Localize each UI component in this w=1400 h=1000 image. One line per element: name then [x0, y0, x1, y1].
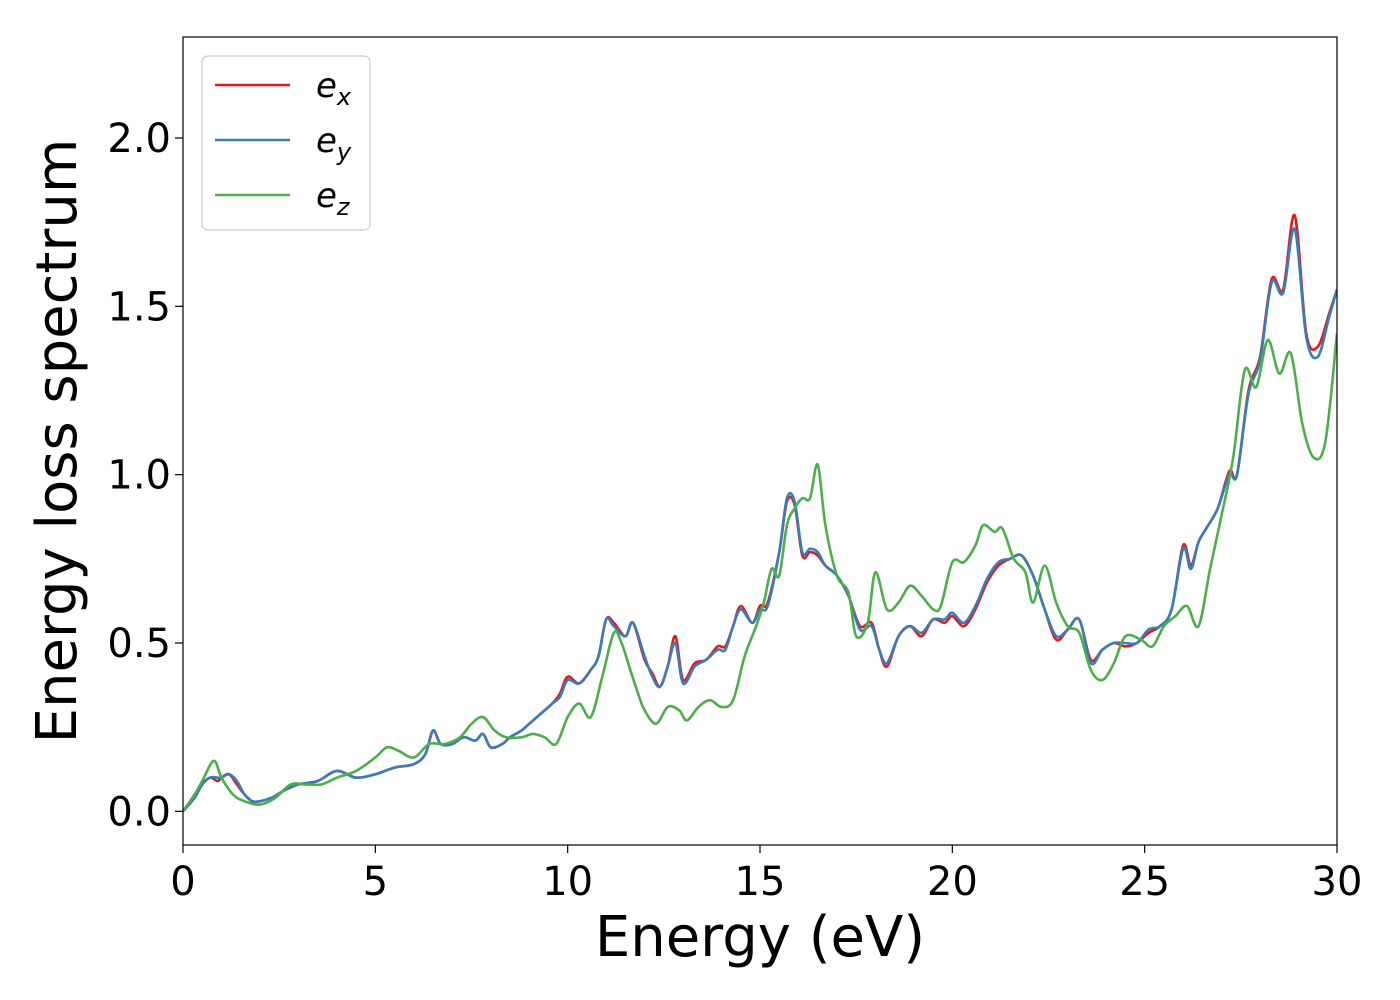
series-line-y: [183, 227, 1337, 813]
legend-label-subscript: z: [336, 193, 351, 221]
legend-label-y: ey: [316, 121, 352, 166]
plot-area: [183, 214, 1337, 813]
x-tick-label: 20: [927, 859, 978, 905]
legend-label-base: e: [316, 121, 337, 161]
legend-label-base: e: [316, 176, 337, 216]
y-tick-label: 2.0: [107, 116, 171, 162]
y-axis-label: Energy loss spectrum: [25, 139, 90, 744]
y-tick-label: 1.5: [107, 284, 171, 330]
legend-label-subscript: y: [336, 138, 352, 166]
x-tick-label: 5: [363, 859, 388, 905]
legend-label-z: ez: [316, 176, 351, 221]
plot-frame: [182, 36, 1338, 846]
y-axis-ticks: 0.0 0.5 1.0 1.5 2.0: [107, 116, 183, 835]
x-axis-ticks: 0 5 10 15 20 25 30: [170, 845, 1362, 905]
x-tick-label: 30: [1312, 859, 1363, 905]
legend-label-subscript: x: [336, 83, 352, 111]
y-tick-label: 1.0: [107, 453, 171, 499]
x-axis-label: Energy (eV): [595, 905, 925, 970]
legend-box: [201, 55, 371, 231]
x-tick-label: 0: [170, 859, 195, 905]
series-line-z: [183, 333, 1337, 813]
y-tick-label: 0.5: [107, 621, 171, 667]
series-line-x: [183, 214, 1337, 813]
legend-label-x: ex: [316, 66, 352, 111]
x-tick-label: 10: [542, 859, 593, 905]
x-tick-label: 15: [735, 859, 786, 905]
x-tick-label: 25: [1119, 859, 1170, 905]
y-tick-label: 0.0: [107, 789, 171, 835]
legend-label-base: e: [316, 66, 337, 106]
